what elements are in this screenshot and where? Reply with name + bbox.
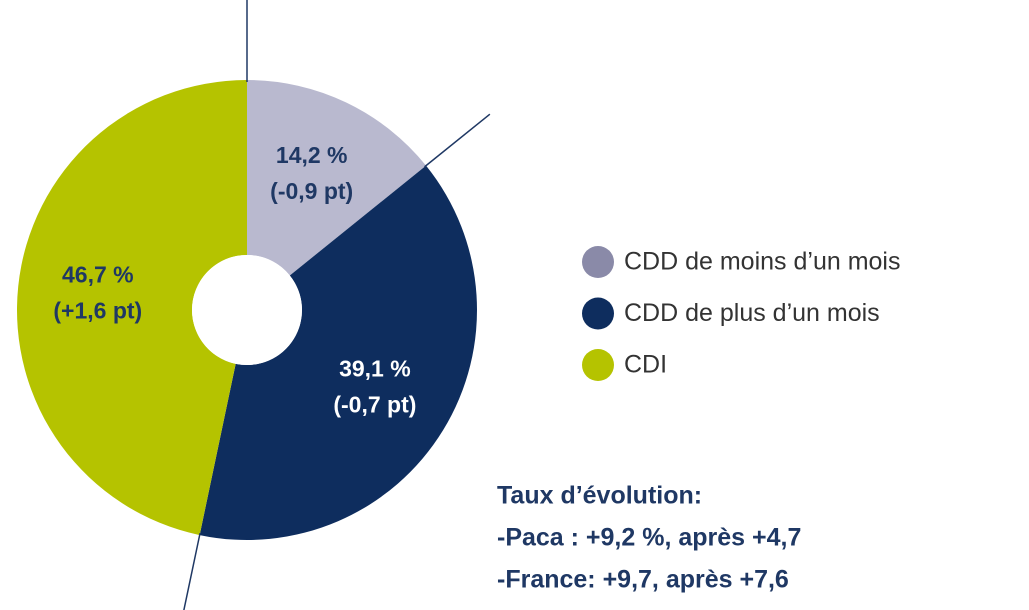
separator-line (183, 532, 201, 610)
legend-label: CDI (624, 351, 667, 379)
value-label: 14,2 % (276, 142, 348, 168)
change-label: (-0,7 pt) (333, 391, 416, 417)
legend-swatch (582, 246, 614, 278)
annotation-line: -France: +9,7, après +7,6 (497, 566, 789, 594)
legend-label: CDD de moins d’un mois (624, 248, 901, 276)
separator-line (424, 113, 491, 168)
legend-swatch (582, 297, 614, 330)
legend-label: CDD de plus d’un mois (624, 299, 880, 327)
change-label: (-0,9 pt) (270, 178, 353, 204)
annotation-line: -Paca : +9,2 %, après +4,7 (497, 524, 801, 552)
annotation-title: Taux d’évolution: (497, 482, 702, 510)
donut-hole (192, 255, 302, 365)
slice (199, 165, 477, 540)
legend: CDD de moins d’un mois CDD de plus d’un m… (582, 246, 901, 381)
donut (17, 0, 491, 610)
slice (247, 80, 427, 276)
value-label: 46,7 % (62, 262, 134, 288)
legend-swatch (582, 349, 614, 381)
slice-labels: 14,2 % (-0,9 pt) 39,1 % (-0,7 pt) 46,7 % (+1,… (53, 142, 416, 418)
value-label: 39,1 % (339, 355, 411, 381)
slice (17, 80, 247, 536)
change-label: (+1,6 pt) (53, 298, 142, 324)
